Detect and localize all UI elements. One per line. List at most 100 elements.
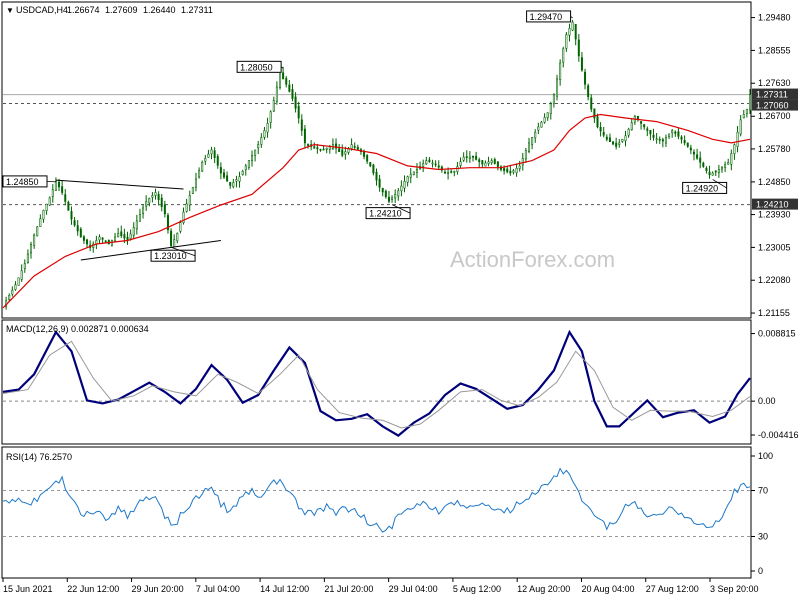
candle-body [608, 137, 611, 142]
candle-body [33, 234, 36, 246]
candle-body [724, 164, 727, 168]
candle-body [247, 160, 250, 168]
candle-body [145, 201, 148, 207]
candle-body [661, 139, 664, 142]
candle-body [123, 234, 126, 239]
candle-body [521, 157, 524, 166]
price-annotation-label: 1.28050 [240, 62, 273, 72]
macd-panel: 0.008815 0.00 -0.004416 [2, 329, 799, 440]
candle-body [699, 157, 702, 163]
price-panel-frame [1, 1, 752, 319]
symbol-label: USDCAD,H4 [16, 5, 68, 15]
candle-body [291, 89, 294, 99]
candle-body [369, 162, 372, 167]
moving-average-line [2, 113, 751, 309]
macd-tick-label: -0.004416 [758, 430, 799, 440]
candle-body [353, 146, 356, 148]
candle-body [671, 130, 674, 133]
candle-body [493, 159, 496, 164]
candle-body [739, 119, 742, 135]
time-tick-label: 15 Jun 2021 [3, 584, 53, 594]
candle-body [166, 215, 169, 231]
candle-body [325, 147, 328, 150]
candle-body [294, 96, 297, 109]
candle-body [263, 130, 266, 138]
candle-body [257, 144, 260, 149]
candle-body [400, 185, 403, 192]
annotation-leader [170, 246, 196, 257]
candle-body [244, 165, 247, 171]
candle-body [531, 137, 534, 145]
candle-body [549, 103, 552, 115]
candle-body [213, 150, 216, 158]
price-panel: 1.29480 1.28555 1.27630 1.26700 1.25780 1.248… [2, 10, 798, 318]
candle-body [425, 160, 428, 165]
candle-body [415, 169, 418, 173]
candle-body [643, 124, 646, 128]
candle-body [182, 211, 185, 224]
candle-body [652, 134, 655, 138]
candle-body [434, 163, 437, 166]
candle-body [288, 84, 291, 92]
candle-body [559, 62, 562, 80]
level-label: 1.27060 [756, 101, 789, 111]
candle-body [727, 162, 730, 165]
candle-body [51, 189, 54, 197]
candle-body [459, 161, 462, 166]
candle-body [674, 131, 677, 134]
candle-body [58, 181, 61, 188]
candle-body [696, 154, 699, 159]
candle-body [101, 237, 104, 240]
candle-body [191, 186, 194, 194]
candle-body [226, 175, 229, 182]
candle-body [176, 233, 179, 242]
candle-body [313, 146, 316, 149]
candle-body [471, 155, 474, 158]
trendline [55, 179, 184, 190]
annotation-leader [391, 204, 411, 214]
candle-body [503, 168, 506, 171]
candle-body [344, 151, 347, 155]
candle-body [680, 136, 683, 140]
level-label: 1.27311 [756, 90, 788, 100]
candle-body [104, 240, 107, 243]
candle-body [658, 138, 661, 141]
candle-body [615, 142, 618, 147]
candle-body [437, 165, 440, 168]
candle-body [61, 186, 64, 193]
rsi-panel-frame [1, 446, 752, 579]
candle-body [475, 155, 478, 160]
price-tick-label: 1.29480 [758, 13, 791, 23]
candle-body [580, 57, 583, 71]
candle-body [14, 284, 17, 290]
candle-body [138, 214, 141, 222]
price-annotation-label: 1.24210 [369, 209, 402, 219]
arrow-down-icon: ▼ [6, 6, 14, 15]
annotation-leader [280, 66, 284, 69]
candle-body [219, 167, 222, 174]
candle-body [574, 23, 577, 40]
candle-body [300, 119, 303, 131]
candle-body [428, 159, 431, 163]
candle-body [668, 133, 671, 138]
price-annotation-label: 1.23010 [154, 251, 187, 261]
candle-body [593, 108, 596, 119]
candle-body [745, 108, 748, 114]
time-tick-label: 27 Aug 12:00 [646, 584, 699, 594]
candle-body [602, 132, 605, 136]
price-annotation-label: 1.24850 [6, 177, 39, 187]
low-value: 1.26440 [143, 5, 176, 15]
price-annotation-label: 1.29470 [530, 12, 563, 22]
candle-body [381, 187, 384, 193]
candle-body [506, 168, 509, 173]
watermark: ActionForex.com [450, 247, 615, 272]
candle-body [79, 228, 82, 238]
candle-body [26, 253, 29, 264]
level-label-box [752, 99, 798, 111]
candle-body [114, 236, 117, 242]
candle-body [70, 211, 73, 220]
candle-body [198, 170, 201, 178]
price-tick-label: 1.25780 [758, 144, 791, 154]
time-tick-label: 3 Sep 20:00 [710, 584, 759, 594]
price-tick-label: 1.23005 [758, 242, 791, 252]
